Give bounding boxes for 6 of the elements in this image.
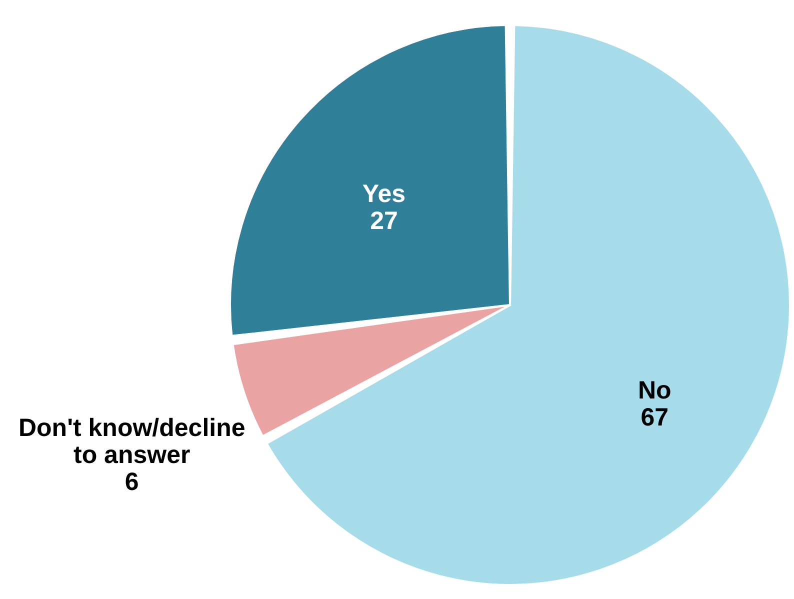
slice-label: Yes (362, 180, 406, 208)
data-label: 6 (124, 468, 139, 496)
data-label: 27 (370, 206, 398, 235)
slice-label: No (638, 376, 672, 405)
data-label: 67 (640, 404, 669, 432)
slice-label: Don't know/decline to answer (18, 414, 246, 469)
